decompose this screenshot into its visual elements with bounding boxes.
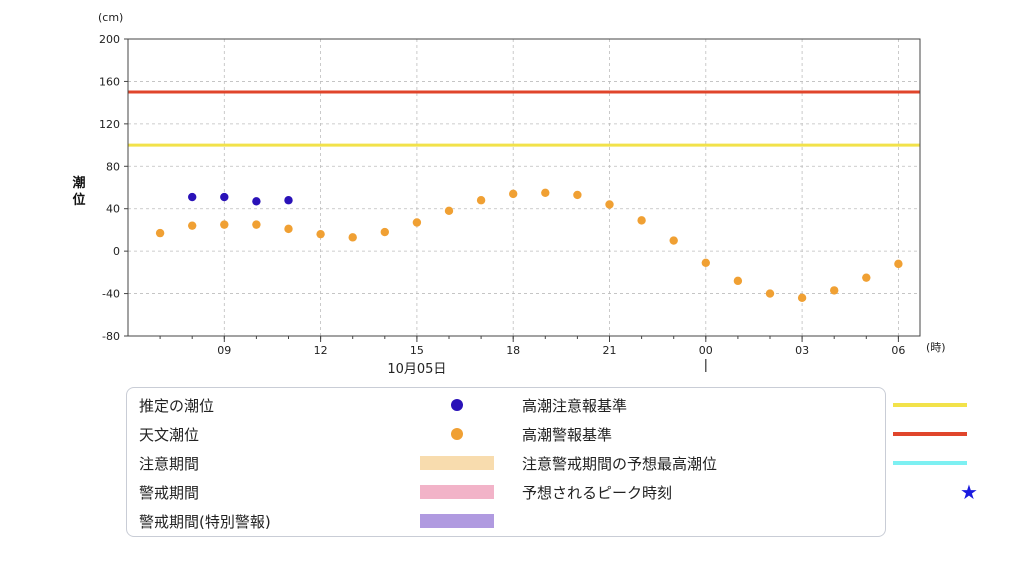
data-point [797,293,807,303]
data-point [573,190,582,200]
star-icon: ★ [960,480,978,504]
legend-label: 警戒期間 [139,483,200,502]
data-point [348,233,357,242]
legend-label: 天文潮位 [139,425,200,444]
legend-item: 注意期間 [127,450,885,476]
data-point [252,220,261,229]
data-point [509,189,518,199]
legend-bar-icon [420,485,494,499]
data-point [605,200,614,209]
data-point [220,220,229,229]
legend-bar-icon [420,514,494,528]
data-point [765,289,775,298]
legend-item: 高潮注意報基準 [127,392,967,418]
legend-line-icon [893,461,967,465]
legend-item: 予想されるピーク時刻 ★ [127,479,978,505]
data-point [733,276,743,286]
y-tick-label: 160 [99,75,120,88]
data-point [476,196,486,205]
x-tick-label: 03 [795,344,809,357]
data-point [541,188,550,198]
data-point [188,221,197,230]
y-tick-label: 80 [106,160,120,173]
data-point [444,206,454,216]
y-tick-label: 120 [99,118,120,131]
data-point [284,224,293,234]
legend-item: 警戒期間 [127,479,885,505]
plot-frame [127,38,921,337]
y-axis-label: 潮位 [72,175,85,208]
data-point [316,229,325,239]
data-point [830,286,839,295]
data-point [220,192,229,202]
legend-bar-icon [420,456,494,470]
data-point [637,216,646,225]
data-point [669,236,678,245]
y-tick-label: -40 [102,288,120,301]
legend-label: 注意警戒期間の予想最高潮位 [522,454,718,473]
legend-item: 警戒期間(特別警報) [127,508,885,534]
x-axis-unit: (時) [926,341,946,354]
legend-line-icon [893,403,967,407]
legend-label: 警戒期間(特別警報) [139,512,271,531]
data-point [412,218,422,227]
legend-item: 注意警戒期間の予想最高潮位 [127,450,967,476]
y-tick-label: 200 [99,33,120,46]
y-tick-label: 0 [113,245,120,258]
legend-dot-icon [451,399,463,411]
x-tick-label: 15 [410,344,424,357]
x-tick-label: 12 [314,344,328,357]
legend-label: 推定の潮位 [139,396,215,415]
data-point [284,196,293,205]
legend-item: 天文潮位 [127,421,885,447]
legend-line-icon [893,432,967,436]
legend-item: 高潮警報基準 [127,421,967,447]
legend-dot-icon [451,428,463,440]
data-point [188,192,197,202]
x-tick-label: 09 [217,344,231,357]
date-label: 10月05日 [387,362,446,377]
x-axis-ticks: 09 12 15 18 21 00 03 06 [159,336,905,357]
x-tick-label: 21 [603,344,617,357]
tide-chart: 200 160 120 80 40 0 -40 -80 09 12 15 18 21 00 03 06 (c… [72,11,946,377]
data-point [894,259,903,269]
legend: 推定の潮位天文潮位注意期間警戒期間警戒期間(特別警報) 高潮注意報基準 高潮警報基準… [126,387,978,537]
grid-lines [128,39,920,336]
y-axis-ticks: 200 160 120 80 40 0 -40 -80 [99,33,128,343]
legend-label: 注意期間 [139,454,200,473]
data-point [862,273,871,282]
data-point [252,197,261,206]
legend-label: 高潮注意報基準 [522,396,628,415]
threshold-lines [128,90,920,147]
y-tick-label: -80 [102,330,120,343]
data-point [701,258,710,268]
legend-label: 予想されるピーク時刻 [522,483,673,502]
x-tick-label: 18 [506,344,520,357]
legend-label: 高潮警報基準 [522,425,613,444]
data-point [155,228,165,238]
y-axis-unit: (cm) [98,11,123,24]
x-tick-label: 06 [891,344,905,357]
data-point [380,227,389,237]
legend-item: 推定の潮位 [127,392,885,418]
x-tick-label: 00 [699,344,713,357]
y-tick-label: 40 [106,203,120,216]
data-points [155,188,903,303]
